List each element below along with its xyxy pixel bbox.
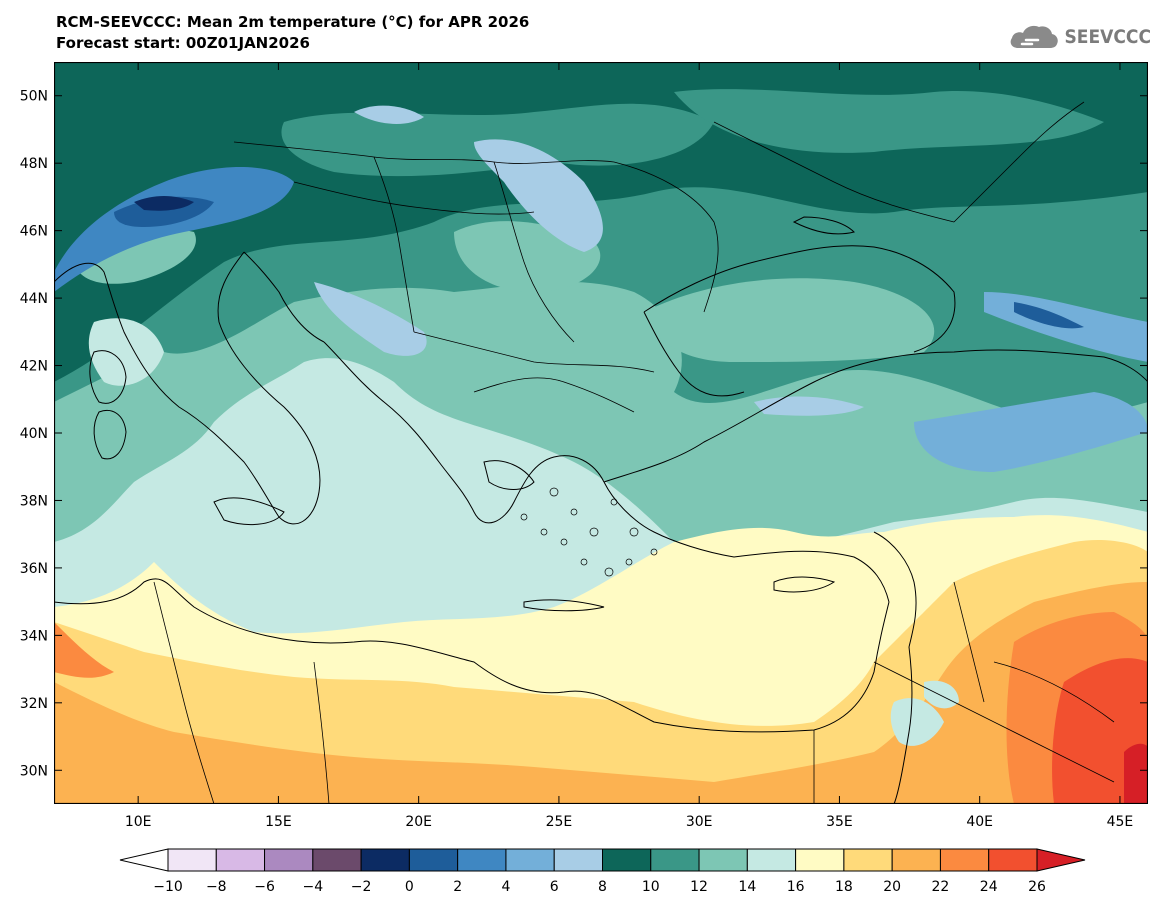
colorbar-label: 10	[642, 879, 660, 895]
colorbar-cell	[650, 848, 700, 872]
colorbar-label: 24	[980, 879, 998, 895]
colorbar-cell	[408, 848, 459, 872]
colorbar-cell	[553, 848, 604, 872]
lat-tick-label: 46N	[20, 224, 48, 240]
lon-tick-label: 45E	[1107, 814, 1134, 830]
lon-tick-label: 10E	[125, 814, 152, 830]
colorbar-label: 22	[932, 879, 950, 895]
lat-tick-label: 42N	[20, 359, 48, 375]
lat-tick-label: 50N	[20, 89, 48, 105]
colorbar-label: 0	[405, 879, 414, 895]
colorbar-cell	[602, 848, 652, 872]
map-title: RCM-SEEVCCC: Mean 2m temperature (°C) fo…	[56, 13, 530, 31]
lat-tick-label: 48N	[20, 156, 48, 172]
colorbar-label: 18	[835, 879, 853, 895]
colorbar-cell	[843, 848, 893, 872]
lon-tick-label: 25E	[546, 814, 573, 830]
colorbar-label: 26	[1028, 879, 1046, 895]
lat-tick-label: 30N	[20, 763, 48, 779]
colorbar-label: 6	[550, 879, 559, 895]
lat-tick-label: 32N	[20, 696, 48, 712]
colorbar-label: −2	[351, 879, 372, 895]
colorbar-label: 8	[598, 879, 607, 895]
colorbar-label: 16	[787, 879, 805, 895]
lon-tick-label: 30E	[686, 814, 713, 830]
lon-tick-label: 20E	[405, 814, 432, 830]
colorbar-label: −8	[206, 879, 227, 895]
colorbar-label: −6	[254, 879, 275, 895]
lon-tick-label: 35E	[826, 814, 853, 830]
colorbar-cell	[698, 848, 748, 872]
coastlines	[54, 216, 1148, 804]
colorbar-cell	[215, 848, 266, 872]
lon-tick-label: 15E	[265, 814, 292, 830]
borders	[153, 101, 1115, 804]
lat-tick-label: 40N	[20, 426, 48, 442]
colorbar-cell	[505, 848, 555, 872]
colorbar-label: −4	[303, 879, 324, 895]
colorbar: −10 −8 −6 −4 −2 0 2 4 6 8 10 12 14 16 18 20 22 24 26	[119, 848, 1086, 895]
colorbar-cell	[988, 848, 1038, 872]
colorbar-cell	[457, 848, 507, 872]
lat-tick-label: 34N	[20, 628, 48, 644]
colorbar-label: 14	[738, 879, 756, 895]
colorbar-cell	[746, 848, 797, 872]
latitude-axis	[54, 95, 1148, 771]
colorbar-low-extension	[119, 848, 169, 872]
aegean-islands	[520, 487, 658, 577]
longitude-axis	[137, 62, 1121, 804]
colorbar-label: 2	[453, 879, 462, 895]
colorbar-cell	[312, 848, 362, 872]
colorbar-label: 12	[690, 879, 708, 895]
colorbar-label: 20	[883, 879, 901, 895]
colorbar-cell	[795, 848, 845, 872]
colorbar-cell	[167, 848, 217, 872]
lon-tick-label: 40E	[966, 814, 993, 830]
colorbar-cell	[360, 848, 410, 872]
cloud-icon	[1011, 25, 1059, 48]
temperature-map	[54, 62, 1148, 804]
colorbar-high-extension	[1036, 848, 1086, 872]
colorbar-label: −10	[153, 879, 183, 895]
colorbar-cell	[264, 848, 314, 872]
seevccc-logo: SEEVCCC	[1008, 20, 1151, 54]
lat-tick-label: 44N	[20, 291, 48, 307]
lat-tick-label: 36N	[20, 561, 48, 577]
map-subtitle: Forecast start: 00Z01JAN2026	[56, 34, 310, 52]
colorbar-cell	[939, 848, 990, 872]
colorbar-label: 4	[501, 879, 510, 895]
colorbar-cell	[891, 848, 941, 872]
lat-tick-label: 38N	[20, 493, 48, 509]
logo-text: SEEVCCC	[1064, 26, 1151, 48]
temperature-field	[54, 62, 1148, 804]
